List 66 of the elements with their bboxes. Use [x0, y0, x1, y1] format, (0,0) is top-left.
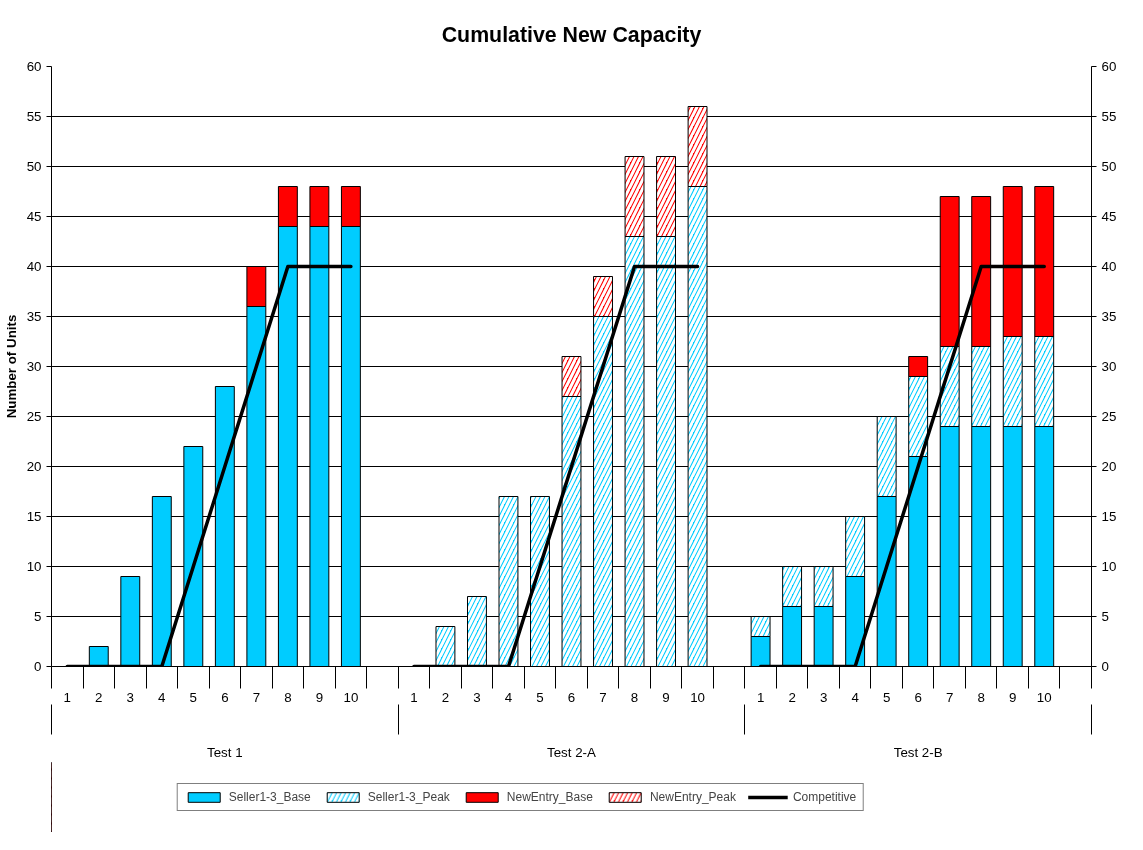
y2-tick-label: 45: [1101, 209, 1117, 224]
x-tick-label: 4: [158, 689, 167, 705]
x-tick-label: 3: [126, 689, 134, 705]
x-tick-label: 6: [567, 689, 576, 705]
y2-tick-label: 30: [1101, 359, 1117, 374]
text: Test 1: [207, 744, 243, 760]
y2-tick-label: 25: [1101, 409, 1117, 424]
x-tick-label: 9: [315, 689, 324, 705]
x-tick-label: 2: [95, 689, 103, 705]
y2-tick-label: 0: [1101, 659, 1109, 674]
y-tick-label: 0: [34, 659, 42, 674]
x-tick-label: 4: [504, 689, 513, 705]
legend-label: Competitive: [792, 790, 857, 804]
legend-label: NewEntry_Peak: [649, 790, 736, 804]
x-tick-label: 8: [977, 689, 985, 705]
y2-tick-label: 60: [1101, 59, 1117, 74]
x-tick-label: 9: [1009, 689, 1017, 705]
x-tick-label: 8: [284, 689, 292, 705]
y2-tick-label: 20: [1101, 459, 1117, 474]
y2-tick-label: 40: [1101, 259, 1117, 274]
x-tick-label: 2: [441, 689, 450, 705]
x-tick-label: 3: [473, 689, 481, 705]
x-tick-label: 8: [630, 689, 639, 705]
y2-tick-label: 15: [1101, 509, 1117, 524]
x-tick-label: 7: [252, 689, 261, 705]
x-tick-label: 7: [599, 689, 607, 705]
y-tick-label: 40: [26, 259, 42, 274]
y-tick-label: 5: [34, 609, 42, 624]
legend-label: NewEntry_Base: [506, 790, 593, 804]
x-tick-label: 1: [410, 689, 418, 705]
y-tick-label: 35: [26, 309, 42, 324]
chart-title: Cumulative New Capacity: [441, 22, 702, 47]
y-tick-label: 50: [26, 159, 42, 174]
y-tick-label: 20: [26, 459, 42, 474]
x-tick-label: 1: [63, 689, 71, 705]
x-tick-label: 4: [851, 689, 860, 705]
y-tick-label: 15: [26, 509, 42, 524]
x-tick-label: 3: [819, 689, 828, 705]
y-tick-label: 45: [26, 209, 42, 224]
y2-tick-label: 50: [1101, 159, 1117, 174]
x-tick-label: 2: [788, 689, 796, 705]
y-tick-label: 60: [26, 59, 42, 74]
x-tick-label: 10: [343, 689, 359, 705]
legend-label: Seller1-3_Peak: [367, 790, 450, 804]
y-tick-label: 55: [26, 109, 42, 124]
y2-tick-label: 5: [1101, 609, 1109, 624]
y2-tick-label: 35: [1101, 309, 1117, 324]
x-tick-label: 1: [756, 689, 765, 705]
text: Test 2-A: [547, 744, 597, 760]
text: Test 2-B: [893, 744, 943, 760]
x-tick-label: 6: [221, 689, 229, 705]
y2-tick-label: 55: [1101, 109, 1117, 124]
x-tick-label: 7: [945, 689, 954, 705]
x-tick-label: 6: [914, 689, 922, 705]
x-tick-label: 10: [690, 689, 705, 705]
x-tick-label: 5: [882, 689, 891, 705]
x-tick-label: 9: [662, 689, 670, 705]
x-tick-label: 5: [536, 689, 544, 705]
x-tick-label: 10: [1036, 689, 1052, 705]
y-axis-title: Number of Units: [3, 314, 19, 419]
x-tick-label: 5: [189, 689, 198, 705]
y2-tick-label: 10: [1101, 559, 1117, 574]
y-tick-label: 25: [26, 409, 42, 424]
y-tick-label: 10: [26, 559, 42, 574]
y-tick-label: 30: [26, 359, 42, 374]
legend-label: Seller1-3_Base: [228, 790, 311, 804]
